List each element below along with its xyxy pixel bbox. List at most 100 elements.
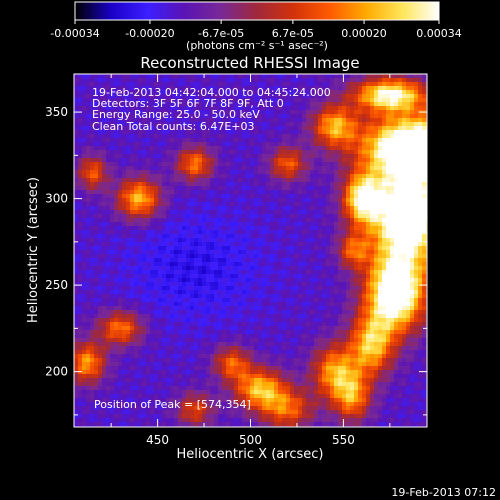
heatmap-cell	[122, 262, 127, 267]
heatmap-cell	[342, 158, 347, 163]
heatmap-cell	[222, 218, 227, 223]
heatmap-cell	[194, 166, 199, 171]
heatmap-cell	[278, 286, 283, 291]
heatmap-cell	[310, 102, 315, 107]
heatmap-cell	[226, 270, 231, 275]
heatmap-cell	[210, 282, 215, 287]
heatmap-cell	[190, 134, 195, 139]
heatmap-cell	[286, 98, 291, 103]
heatmap-cell	[202, 114, 207, 119]
heatmap-cell	[194, 146, 199, 151]
heatmap-cell	[346, 246, 351, 251]
heatmap-cell	[102, 230, 107, 235]
heatmap-cell	[306, 294, 311, 299]
heatmap-cell	[290, 166, 295, 171]
heatmap-cell	[154, 178, 159, 183]
heatmap-cell	[114, 98, 119, 103]
heatmap-cell	[382, 214, 387, 219]
heatmap-cell	[142, 234, 147, 239]
heatmap-cell	[154, 282, 159, 287]
heatmap-cell	[146, 118, 151, 123]
heatmap-cell	[202, 198, 207, 203]
heatmap-cell	[270, 162, 275, 167]
heatmap-cell	[394, 110, 399, 115]
heatmap-cell	[330, 270, 335, 275]
heatmap-cell	[162, 146, 167, 151]
heatmap-cell	[382, 186, 387, 191]
heatmap-cell	[258, 114, 263, 119]
heatmap-cell	[270, 238, 275, 243]
heatmap-cell	[142, 294, 147, 299]
heatmap-cell	[334, 130, 339, 135]
heatmap-cell	[302, 190, 307, 195]
heatmap-cell	[238, 90, 243, 95]
heatmap-cell	[130, 78, 135, 83]
heatmap-cell	[374, 202, 379, 207]
heatmap-cell	[362, 202, 367, 207]
heatmap-cell	[282, 202, 287, 207]
heatmap-cell	[138, 162, 143, 167]
heatmap-cell	[350, 82, 355, 87]
heatmap-cell	[270, 210, 275, 215]
heatmap-cell	[206, 186, 211, 191]
heatmap-cell	[330, 106, 335, 111]
heatmap-cell	[238, 262, 243, 267]
heatmap-cell	[394, 254, 399, 259]
heatmap-cell	[94, 270, 99, 275]
heatmap-cell	[382, 222, 387, 227]
heatmap-cell	[402, 174, 407, 179]
heatmap-cell	[194, 274, 199, 279]
heatmap-cell	[186, 118, 191, 123]
heatmap-cell	[362, 190, 367, 195]
heatmap-cell	[178, 190, 183, 195]
heatmap-cell	[182, 206, 187, 211]
heatmap-cell	[118, 86, 123, 91]
heatmap-cell	[350, 90, 355, 95]
heatmap-cell	[138, 82, 143, 87]
heatmap-cell	[366, 182, 371, 187]
heatmap-cell	[414, 270, 419, 275]
heatmap-cell	[406, 214, 411, 219]
heatmap-cell	[366, 130, 371, 135]
heatmap-cell	[82, 234, 87, 239]
heatmap-cell	[406, 226, 411, 231]
heatmap-cell	[202, 238, 207, 243]
heatmap-cell	[294, 246, 299, 251]
heatmap-cell	[370, 158, 375, 163]
heatmap-cell	[298, 98, 303, 103]
heatmap-cell	[422, 182, 427, 187]
heatmap-cell	[322, 210, 327, 215]
heatmap-cell	[302, 74, 307, 79]
heatmap-cell	[342, 122, 347, 127]
heatmap-cell	[342, 234, 347, 239]
heatmap-cell	[282, 78, 287, 83]
heatmap-cell	[306, 82, 311, 87]
heatmap-cell	[162, 154, 167, 159]
heatmap-cell	[98, 258, 103, 263]
heatmap-cell	[234, 170, 239, 175]
heatmap-cell	[398, 238, 403, 243]
heatmap-cell	[266, 258, 271, 263]
heatmap-cell	[114, 238, 119, 243]
heatmap-cell	[150, 250, 155, 255]
heatmap-cell	[194, 102, 199, 107]
heatmap-cell	[170, 178, 175, 183]
heatmap-cell	[318, 110, 323, 115]
heatmap-cell	[166, 230, 171, 235]
heatmap-cell	[82, 254, 87, 259]
heatmap-cell	[102, 270, 107, 275]
heatmap-cell	[98, 146, 103, 151]
heatmap-cell	[94, 242, 99, 247]
heatmap-cell	[386, 246, 391, 251]
heatmap-cell	[282, 266, 287, 271]
heatmap-cell	[146, 218, 151, 223]
heatmap-cell	[202, 178, 207, 183]
heatmap-cell	[374, 142, 379, 147]
heatmap-cell	[362, 278, 367, 283]
heatmap-cell	[82, 174, 87, 179]
heatmap-cell	[358, 250, 363, 255]
heatmap-cell	[402, 126, 407, 131]
heatmap-cell	[246, 294, 251, 299]
heatmap-cell	[350, 206, 355, 211]
heatmap-cell	[214, 258, 219, 263]
